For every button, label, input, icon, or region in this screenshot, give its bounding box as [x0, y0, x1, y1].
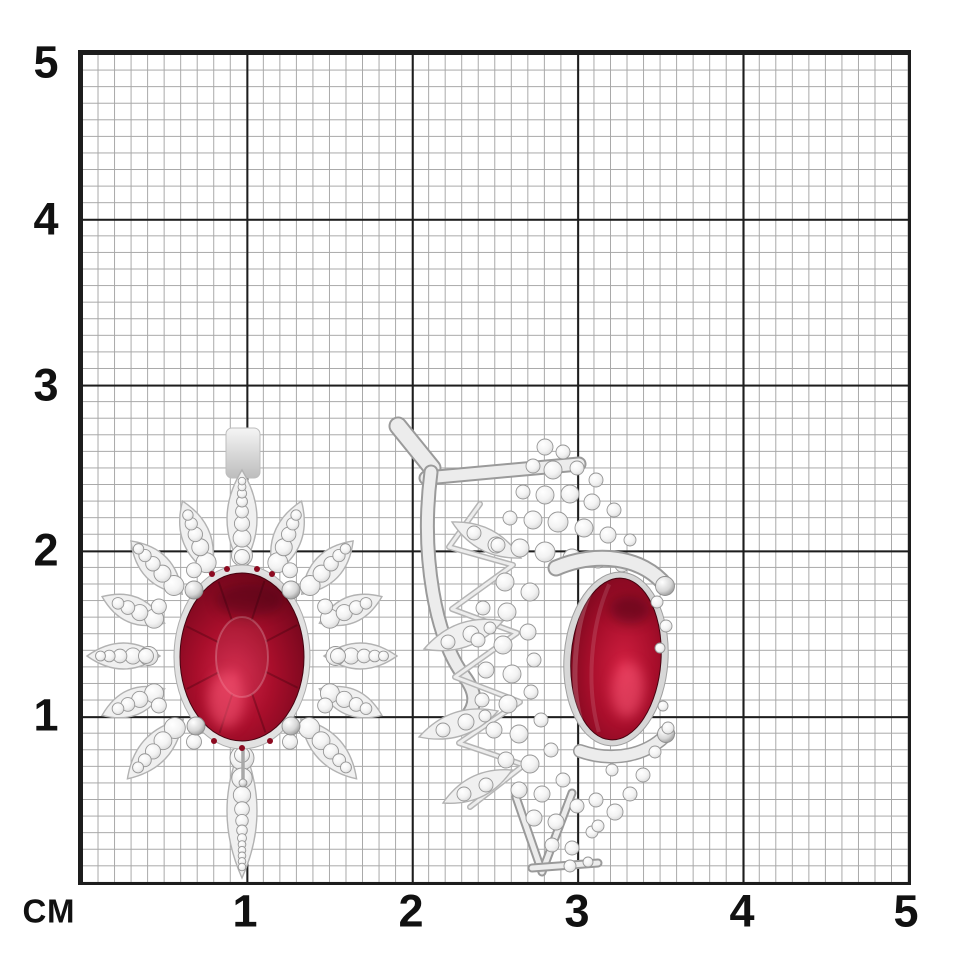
x-axis-label: 5	[893, 885, 919, 937]
y-axis-label: 4	[33, 193, 59, 245]
y-axis-label: 3	[33, 359, 59, 411]
x-axis-label: 1	[232, 885, 258, 937]
x-axis-label: 3	[564, 885, 590, 937]
x-axis-label: 4	[729, 885, 755, 937]
x-axis-label: 2	[398, 885, 424, 937]
unit-label: СМ	[22, 892, 76, 930]
y-axis-label: 2	[33, 524, 59, 576]
y-axis-label: 1	[33, 689, 59, 741]
y-axis-label: 5	[33, 36, 59, 88]
cm-grid	[78, 50, 911, 885]
